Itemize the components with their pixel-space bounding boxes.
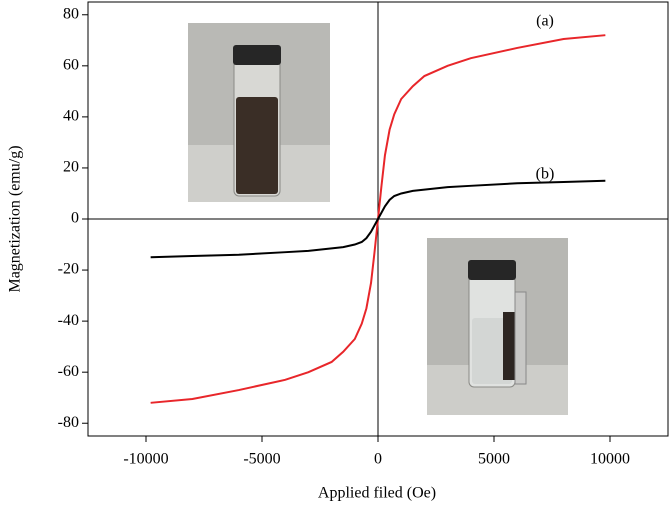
series-label: (a)	[536, 13, 554, 30]
inset-photo-top	[188, 23, 330, 202]
x-tick-label: -10000	[123, 451, 168, 468]
y-tick-label: 80	[63, 5, 79, 22]
x-axis-label: Applied filed (Oe)	[318, 485, 436, 502]
x-tick-label: 0	[374, 451, 382, 468]
y-tick-label: 40	[63, 108, 79, 125]
y-tick-label: -60	[58, 363, 79, 380]
y-tick-label: -80	[58, 414, 79, 431]
series-line	[150, 179, 606, 259]
x-tick-label: 5000	[478, 451, 510, 468]
y-tick-label: -40	[58, 312, 79, 329]
y-tick-label: 0	[71, 210, 79, 227]
series-label: (b)	[536, 166, 555, 183]
x-tick-label: -5000	[243, 451, 280, 468]
y-tick-label: 20	[63, 159, 79, 176]
y-tick-label: 60	[63, 56, 79, 73]
inset-photo-bottom	[427, 238, 568, 415]
y-axis-label: Magnetization (emu/g)	[7, 145, 24, 292]
x-tick-label: 10000	[590, 451, 630, 468]
y-tick-label: -20	[58, 261, 79, 278]
